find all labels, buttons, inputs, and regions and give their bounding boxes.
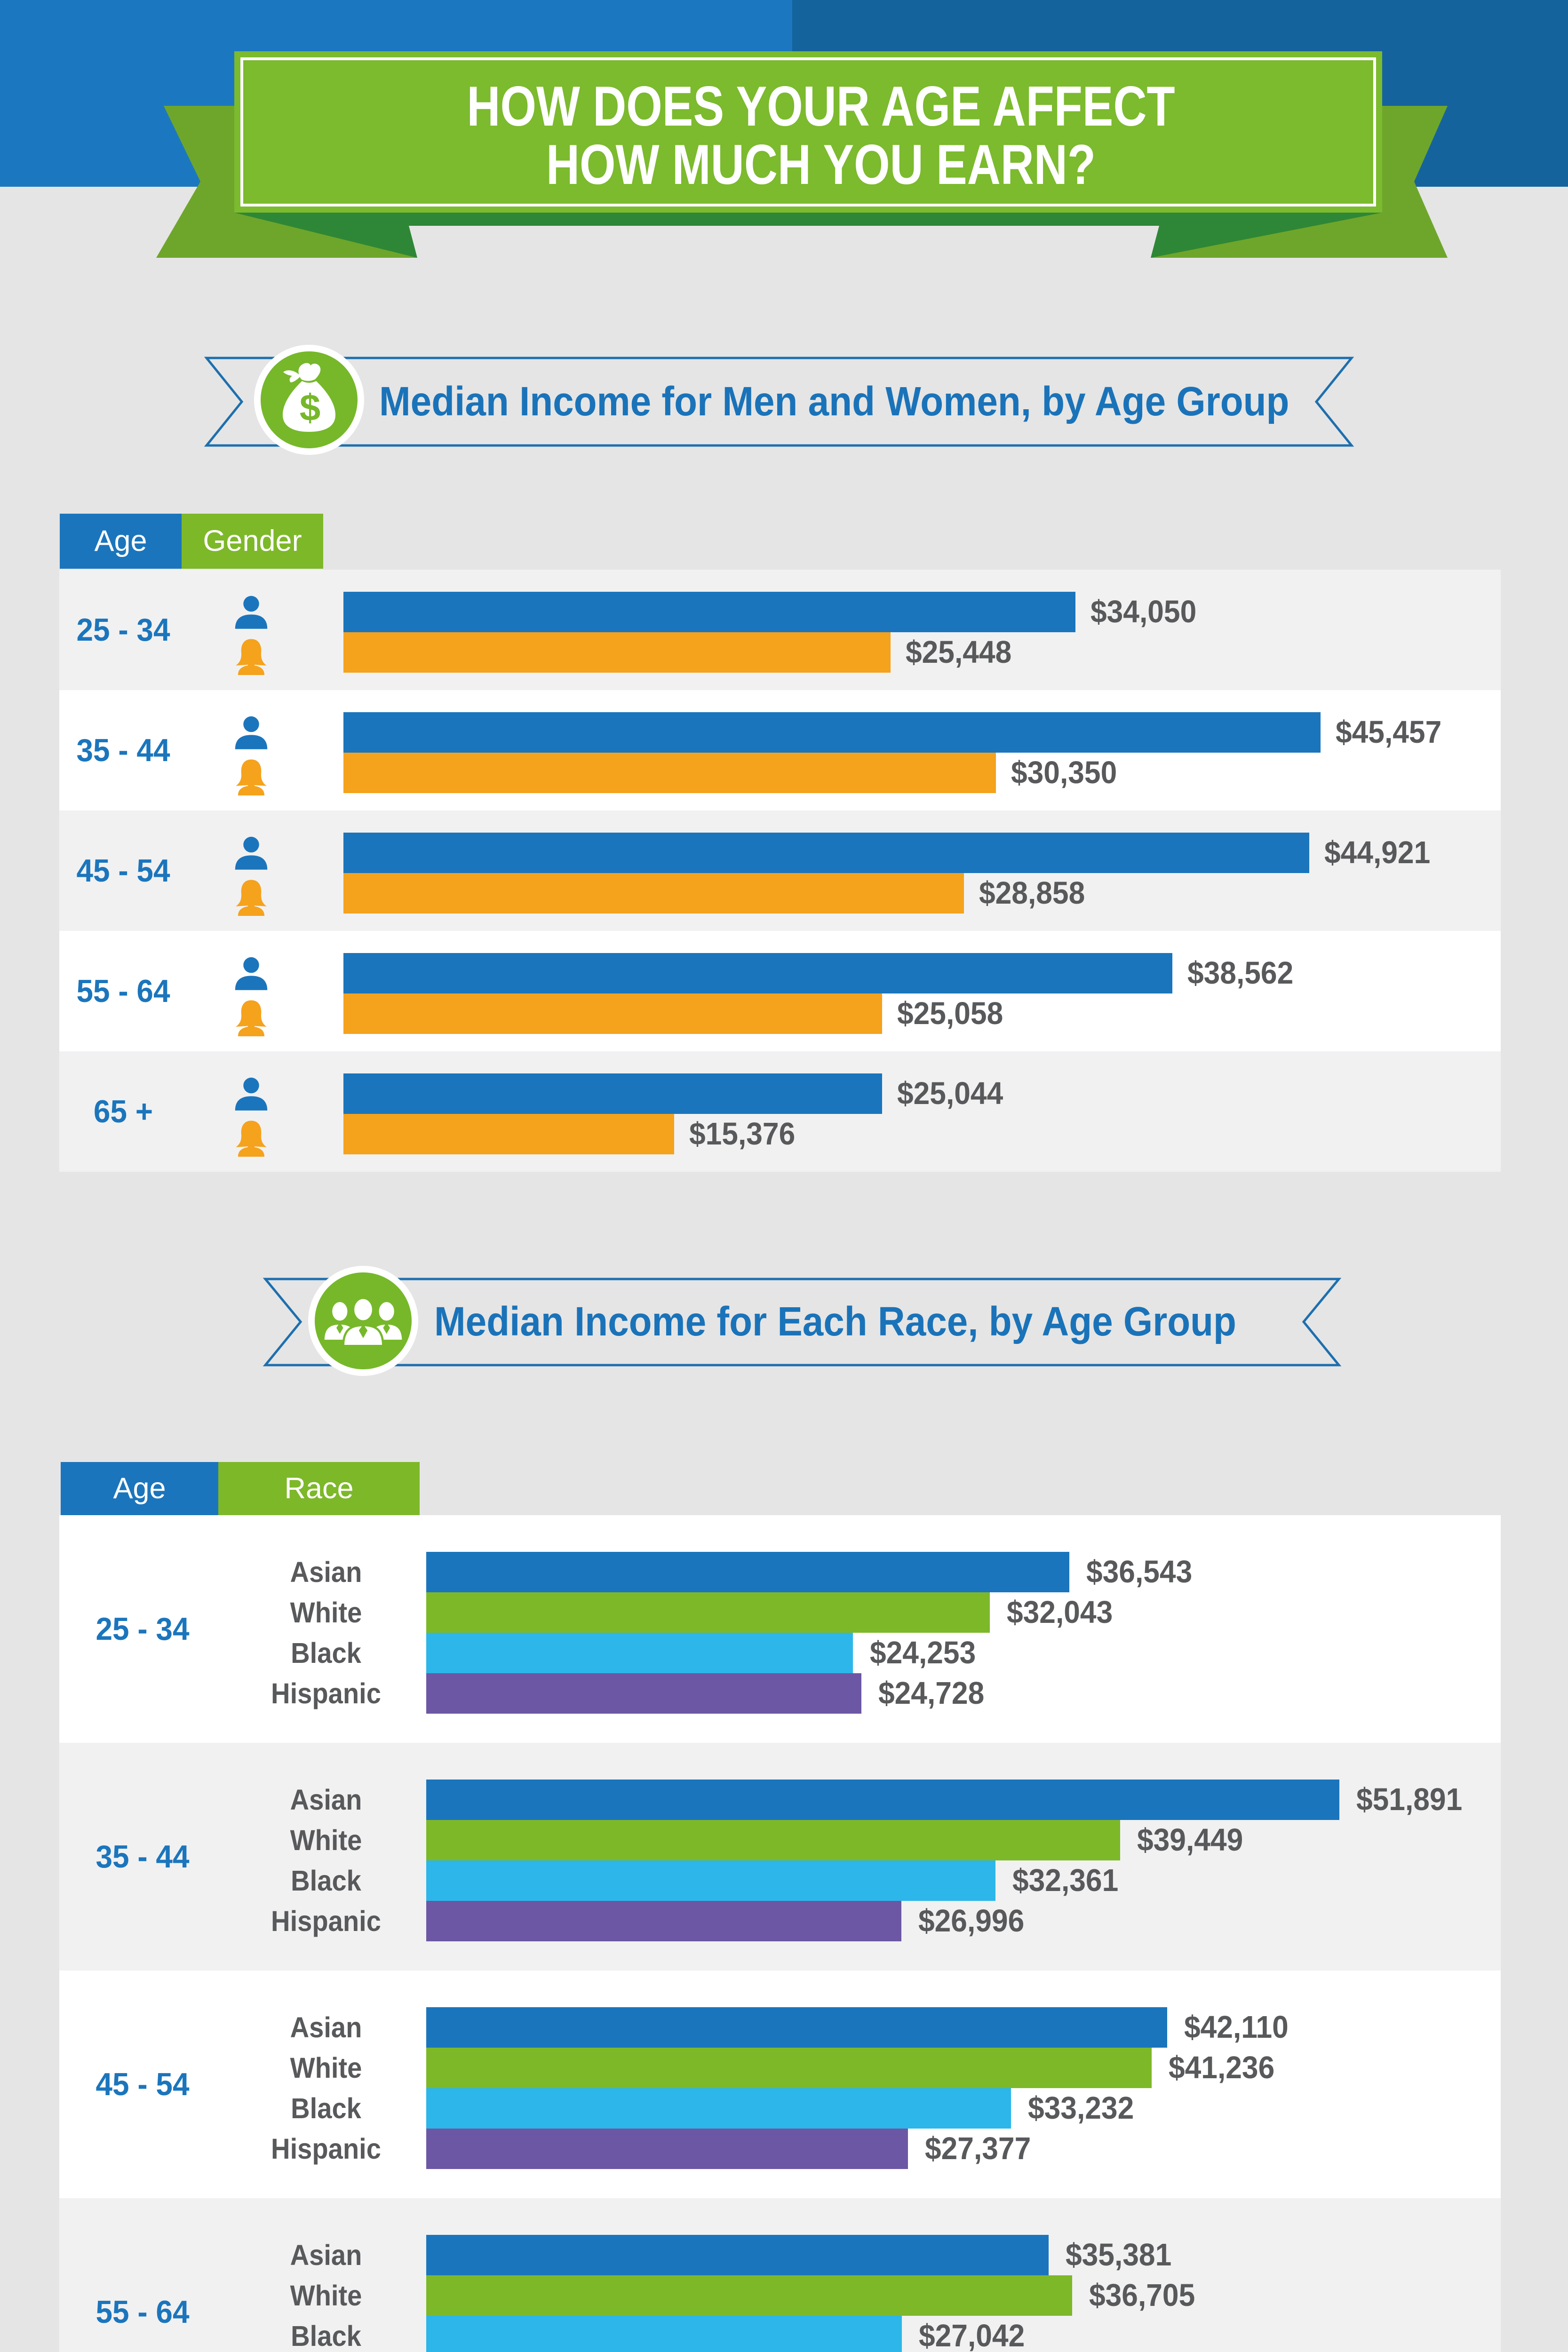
svg-text:$: $ [300, 387, 321, 429]
